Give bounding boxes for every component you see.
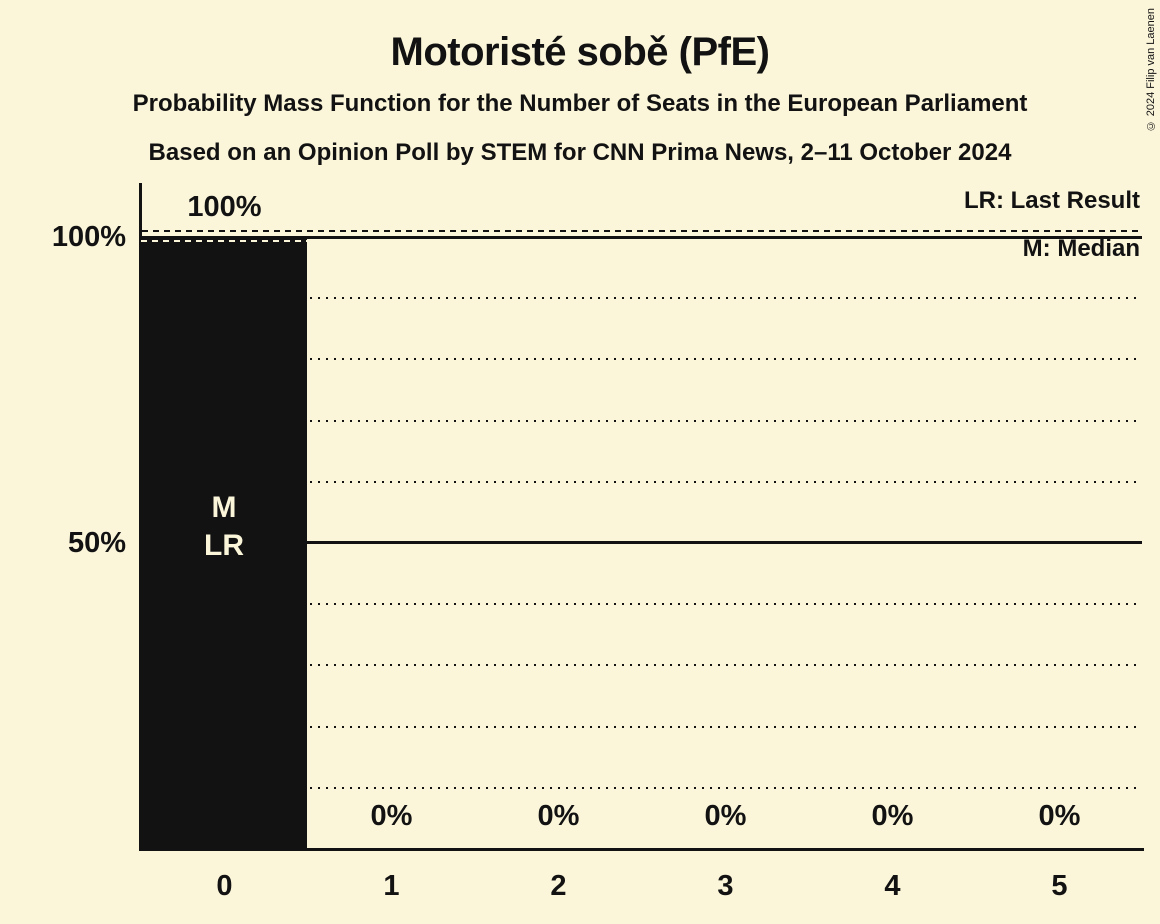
x-tick-label-3: 3 [717,870,734,902]
gridline-60 [142,481,1142,483]
x-tick-label-0: 0 [216,870,233,902]
gridline-100-dashed-marker [142,230,1142,232]
bar-seats-0-value-label: 100% [187,191,262,223]
bar-seats-0 [141,237,307,848]
gridline-50 [142,541,1142,544]
bar-seats-5-value-label: 0% [1038,800,1081,832]
x-tick-label-2: 2 [550,870,567,902]
chart-source-line: Based on an Opinion Poll by STEM for CNN… [148,139,1012,166]
legend-median: M: Median [1022,235,1140,262]
gridline-100 [142,236,1142,239]
chart-subtitle: Probability Mass Function for the Number… [132,90,1028,117]
bar-last-result-marker-label: LR [204,529,244,562]
gridline-30 [142,664,1142,666]
y-tick-label-100: 100% [51,221,126,253]
legend-last-result: LR: Last Result [963,187,1140,214]
gridline-40 [142,603,1142,605]
gridline-10 [142,787,1142,789]
x-tick-label-5: 5 [1051,870,1068,902]
x-axis-line [139,848,1144,851]
bar-seats-2-value-label: 0% [537,800,580,832]
bar-median-marker-label: M [211,491,237,524]
x-tick-label-1: 1 [383,870,400,902]
bar-seats-3-value-label: 0% [704,800,747,832]
chart-title: Motoristé sobě (PfE) [390,30,770,74]
copyright-notice: © 2024 Filip van Laenen [1145,8,1157,132]
y-tick-label-50: 50% [67,527,126,559]
gridline-90 [142,297,1142,299]
bar-seats-1-value-label: 0% [370,800,413,832]
gridline-80 [142,358,1142,360]
bar-seats-0-dashed-top-marker [141,240,307,242]
y-axis-line [139,183,142,851]
gridline-20 [142,726,1142,728]
gridline-70 [142,420,1142,422]
x-tick-label-4: 4 [884,870,901,902]
bar-seats-4-value-label: 0% [871,800,914,832]
